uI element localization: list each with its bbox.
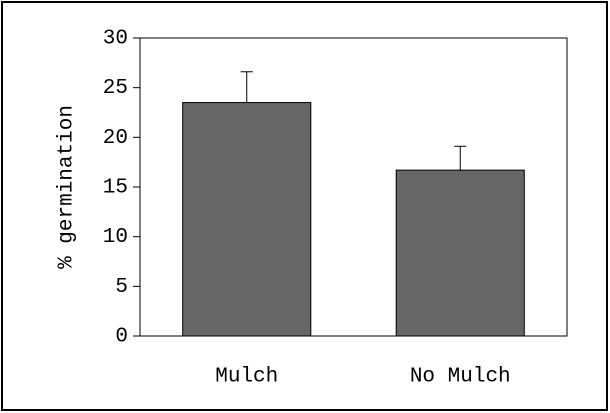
x-tick-label: No Mulch (410, 366, 511, 389)
x-tick-label: Mulch (215, 366, 278, 389)
y-axis-label: % germination (56, 105, 79, 269)
y-tick-label: 5 (115, 276, 128, 299)
bar (395, 169, 525, 337)
y-tick-label: 25 (103, 77, 128, 100)
y-tick-label: 0 (115, 326, 128, 349)
bar (182, 102, 312, 337)
y-tick-label: 10 (103, 226, 128, 249)
y-tick-label: 15 (103, 177, 128, 200)
y-tick-label: 30 (103, 28, 128, 51)
y-tick-label: 20 (103, 127, 128, 150)
